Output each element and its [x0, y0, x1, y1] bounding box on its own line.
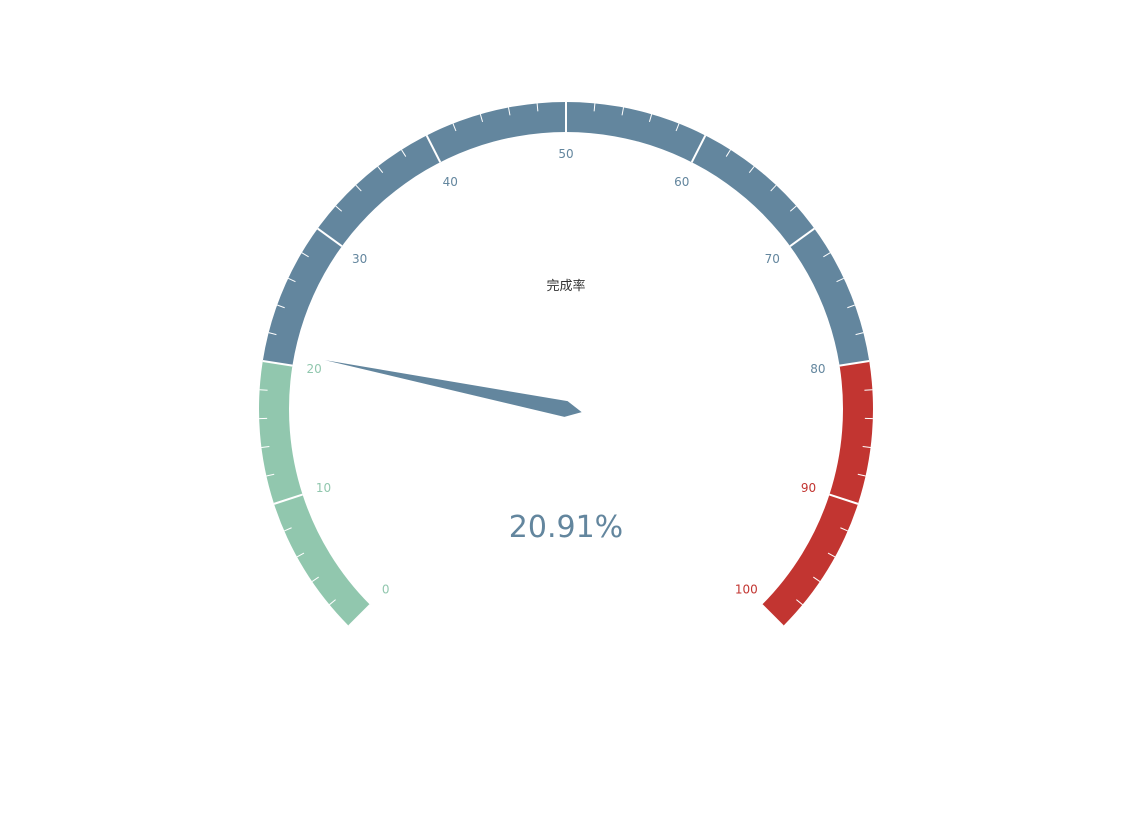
- minor-tick: [621, 107, 625, 116]
- major-tick: [690, 135, 707, 163]
- gauge-pointer-group: [324, 360, 582, 417]
- minor-tick: [796, 599, 803, 606]
- minor-tick: [401, 149, 407, 157]
- gauge-title: 完成率: [546, 278, 585, 294]
- minor-tick: [748, 166, 755, 174]
- minor-tick: [261, 445, 270, 448]
- gauge-bands: [259, 102, 873, 627]
- minor-tick: [377, 166, 384, 174]
- major-tick: [425, 135, 442, 163]
- tick-label: 30: [352, 252, 367, 266]
- minor-tick: [329, 599, 336, 606]
- major-tick: [317, 227, 343, 247]
- major-tick: [829, 493, 859, 505]
- minor-tick: [507, 107, 511, 116]
- major-tick: [839, 359, 870, 367]
- minor-tick: [836, 277, 844, 283]
- gauge-pointer: [324, 360, 582, 417]
- minor-tick: [862, 445, 871, 448]
- minor-tick: [593, 103, 596, 112]
- gauge-band-2: [761, 360, 873, 627]
- minor-tick: [311, 576, 319, 582]
- minor-tick: [813, 576, 821, 582]
- minor-tick: [789, 205, 797, 212]
- gauge-value-label: 20.91%: [509, 510, 623, 545]
- minor-tick: [266, 473, 275, 477]
- minor-tick: [864, 389, 873, 391]
- minor-tick: [648, 114, 653, 123]
- minor-tick: [259, 389, 268, 391]
- tick-label: 40: [443, 175, 458, 189]
- minor-tick: [536, 103, 539, 112]
- minor-tick: [675, 123, 680, 132]
- minor-tick: [355, 184, 362, 192]
- minor-tick: [452, 123, 457, 132]
- major-tick: [273, 493, 303, 505]
- gauge-ticks: [259, 102, 873, 627]
- minor-tick: [276, 304, 285, 309]
- minor-tick: [479, 114, 484, 123]
- major-tick: [348, 604, 371, 627]
- major-tick: [262, 359, 293, 367]
- minor-tick: [823, 252, 831, 258]
- minor-tick: [296, 552, 305, 558]
- tick-label: 50: [558, 147, 573, 161]
- minor-tick: [770, 184, 777, 192]
- tick-label: 90: [801, 481, 816, 495]
- tick-label: 100: [735, 582, 758, 596]
- minor-tick: [268, 332, 277, 336]
- major-tick: [761, 604, 784, 627]
- minor-tick: [284, 527, 292, 532]
- minor-tick: [840, 527, 848, 532]
- tick-label: 20: [306, 362, 321, 376]
- gauge-band-1: [262, 102, 870, 366]
- minor-tick: [288, 277, 296, 283]
- gauge-tick-labels: 0 10 20 30 40 50 60 70 80 90 100: [306, 147, 825, 596]
- minor-tick: [855, 332, 864, 336]
- minor-tick: [301, 252, 309, 258]
- tick-label: 70: [765, 252, 780, 266]
- minor-tick: [857, 473, 866, 477]
- gauge-band-0: [259, 360, 371, 627]
- tick-label: 60: [674, 175, 689, 189]
- minor-tick: [827, 552, 836, 558]
- minor-tick: [847, 304, 856, 309]
- tick-label: 80: [810, 362, 825, 376]
- minor-tick: [335, 205, 343, 212]
- major-tick: [789, 227, 815, 247]
- minor-tick: [725, 149, 731, 157]
- tick-label: 0: [382, 582, 390, 596]
- tick-label: 10: [316, 481, 331, 495]
